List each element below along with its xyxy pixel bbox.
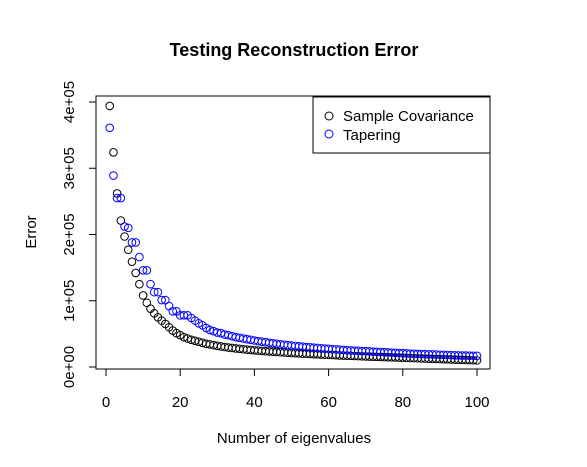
x-axis: 0 20 40 60 80 100: [102, 368, 490, 411]
point-tapering: [179, 311, 189, 320]
y-tick-label: 4e+05: [61, 81, 78, 123]
point-tapering: [123, 223, 133, 233]
y-tick-label: 1e+05: [61, 280, 78, 322]
point-sample-covariance: [131, 268, 140, 278]
point-tapering: [112, 193, 122, 203]
chart-title: Testing Reconstruction Error: [170, 40, 419, 60]
y-tick-label: 2e+05: [61, 213, 78, 255]
point-sample-covariance: [120, 232, 129, 241]
point-tapering: [146, 279, 155, 289]
legend-label-sample-covariance: Sample Covariance: [343, 108, 474, 125]
point-tapering: [135, 252, 144, 262]
point-tapering: [142, 265, 152, 275]
point-sample-covariance: [109, 148, 118, 157]
y-axis: 0e+00 1e+05 2e+05 3e+05 4e+05: [61, 81, 97, 388]
point-sample-covariance: [123, 245, 133, 255]
point-tapering: [127, 238, 137, 247]
point-tapering: [205, 325, 215, 335]
x-tick-label: 100: [464, 394, 489, 411]
legend: Sample Covariance Tapering: [312, 96, 491, 154]
y-tick-label: 3e+05: [61, 147, 78, 189]
data-points: [105, 101, 482, 365]
point-tapering: [120, 222, 129, 231]
point-sample-covariance: [179, 332, 189, 342]
x-tick-label: 80: [394, 394, 411, 411]
point-tapering: [105, 123, 115, 133]
x-tick-label: 40: [246, 394, 263, 411]
y-axis-label: Error: [23, 215, 40, 248]
point-sample-covariance: [138, 291, 148, 300]
x-tick-label: 60: [320, 394, 337, 411]
point-tapering: [164, 301, 174, 311]
legend-box: [312, 96, 491, 154]
y-tick-label: 0e+00: [61, 346, 78, 388]
x-axis-label: Number of eigenvalues: [217, 430, 371, 447]
legend-label-tapering: Tapering: [343, 127, 401, 144]
point-tapering: [149, 287, 159, 297]
point-tapering: [468, 351, 478, 361]
x-tick-label: 0: [102, 394, 110, 411]
point-sample-covariance: [135, 279, 144, 289]
point-tapering: [153, 287, 163, 297]
point-tapering: [116, 193, 126, 203]
point-tapering: [131, 238, 140, 247]
point-sample-covariance: [127, 257, 137, 266]
legend-marker-sample-covariance: [324, 111, 334, 121]
point-tapering: [472, 351, 482, 361]
point-tapering: [157, 295, 166, 305]
point-tapering: [168, 307, 178, 316]
point-sample-covariance: [105, 101, 115, 111]
point-tapering: [109, 171, 118, 180]
x-tick-label: 20: [172, 394, 189, 411]
legend-marker-tapering: [324, 129, 334, 139]
point-tapering: [138, 265, 148, 275]
